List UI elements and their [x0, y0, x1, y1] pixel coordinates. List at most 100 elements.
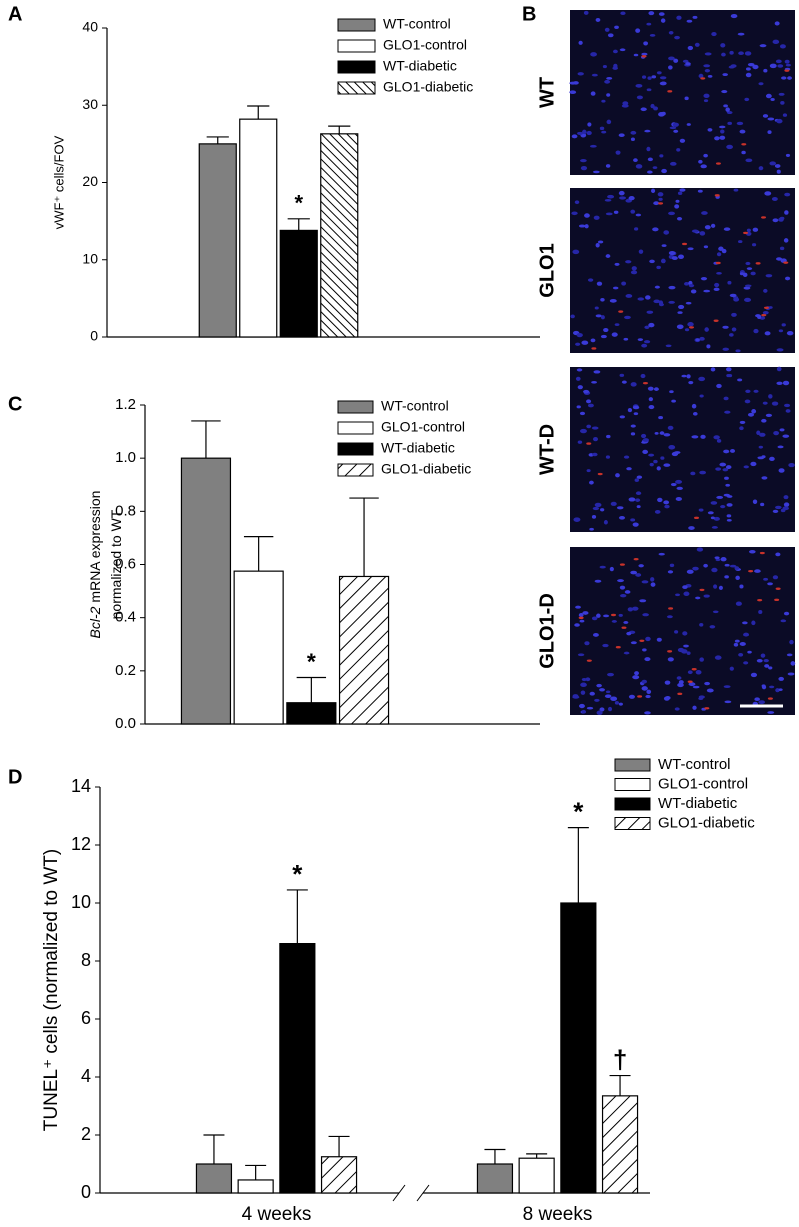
x-tick-label: 8 weeks — [523, 1204, 593, 1225]
nucleus — [644, 325, 650, 329]
nucleus — [635, 83, 643, 88]
nucleus — [767, 582, 773, 586]
nucleus — [699, 470, 707, 475]
nucleus — [660, 81, 667, 86]
stain — [618, 310, 624, 313]
y-tick-label: 20 — [82, 173, 98, 189]
bar — [518, 1157, 555, 1194]
nucleus — [787, 672, 795, 676]
nucleus — [723, 493, 730, 497]
nucleus — [720, 129, 725, 134]
nucleus — [571, 211, 578, 216]
nucleus — [723, 104, 728, 108]
nucleus — [589, 527, 594, 531]
nucleus — [595, 17, 601, 22]
nucleus — [633, 412, 639, 416]
nucleus — [660, 456, 665, 460]
nucleus — [724, 476, 729, 480]
nucleus — [577, 72, 584, 76]
nucleus — [664, 680, 671, 685]
nucleus — [614, 323, 620, 326]
nucleus — [692, 566, 699, 571]
panel-label: D — [8, 766, 22, 788]
nucleus — [642, 613, 649, 617]
nucleus — [605, 164, 611, 168]
error-bar — [203, 1134, 225, 1164]
nucleus — [602, 65, 607, 69]
nucleus — [785, 63, 791, 67]
nucleus — [745, 158, 753, 163]
nucleus — [778, 217, 784, 222]
nucleus — [583, 10, 589, 15]
nucleus — [678, 304, 685, 310]
legend-label: WT-control — [658, 756, 731, 773]
nucleus — [643, 340, 651, 344]
error-bar — [191, 420, 221, 459]
nucleus — [713, 435, 720, 440]
nucleus — [763, 68, 768, 73]
stain — [783, 261, 789, 264]
nucleus — [570, 314, 575, 319]
nucleus — [580, 158, 587, 163]
nucleus — [719, 135, 726, 140]
y-axis-label-part: mRNA expression — [87, 491, 103, 603]
nucleus — [716, 495, 724, 499]
nucleus — [720, 43, 726, 48]
nucleus — [727, 373, 733, 378]
error-bar — [328, 1135, 350, 1157]
nucleus — [745, 284, 752, 288]
nucleus — [653, 201, 660, 206]
nucleus — [618, 702, 623, 706]
nucleus — [611, 620, 617, 623]
nucleus — [714, 136, 720, 141]
nucleus — [744, 51, 752, 56]
stain — [714, 194, 720, 197]
nucleus — [699, 336, 705, 341]
nucleus — [775, 59, 782, 64]
nucleus — [575, 376, 581, 381]
nucleus — [623, 455, 630, 459]
nucleus — [669, 126, 677, 130]
nucleus — [761, 684, 767, 690]
nucleus — [670, 482, 677, 487]
nucleus — [735, 575, 740, 581]
nucleus — [783, 502, 790, 507]
nucleus — [582, 611, 589, 615]
nucleus — [630, 570, 638, 575]
nucleus — [638, 564, 644, 568]
nucleus — [577, 385, 583, 390]
nucleus — [722, 468, 729, 472]
nucleus — [735, 349, 741, 353]
nucleus — [641, 686, 648, 691]
error-bar — [349, 497, 379, 577]
stain — [689, 326, 695, 329]
stain — [668, 607, 674, 610]
nucleus — [712, 610, 719, 614]
nucleus — [699, 657, 704, 662]
nucleus — [634, 478, 640, 482]
nucleus — [784, 276, 791, 281]
nucleus — [752, 227, 759, 232]
legend-label: GLO1-control — [383, 37, 467, 53]
stain — [715, 261, 721, 265]
stain — [755, 262, 761, 265]
nucleus — [782, 380, 790, 386]
nucleus — [767, 711, 775, 714]
legend-swatch — [337, 400, 374, 414]
nucleus — [765, 93, 772, 99]
nucleus — [769, 456, 775, 461]
nucleus — [724, 563, 730, 567]
nucleus — [714, 655, 722, 660]
nucleus — [599, 688, 605, 692]
nucleus — [776, 348, 784, 352]
nucleus — [641, 343, 648, 348]
nucleus — [777, 64, 784, 68]
nucleus — [781, 323, 786, 327]
y-axis-label-part: Bcl-2 — [87, 606, 103, 638]
nucleus — [713, 584, 718, 589]
nucleus — [591, 381, 597, 384]
nucleus — [604, 79, 611, 84]
nucleus — [675, 199, 680, 203]
nucleus — [762, 311, 769, 315]
nucleus — [761, 476, 768, 480]
